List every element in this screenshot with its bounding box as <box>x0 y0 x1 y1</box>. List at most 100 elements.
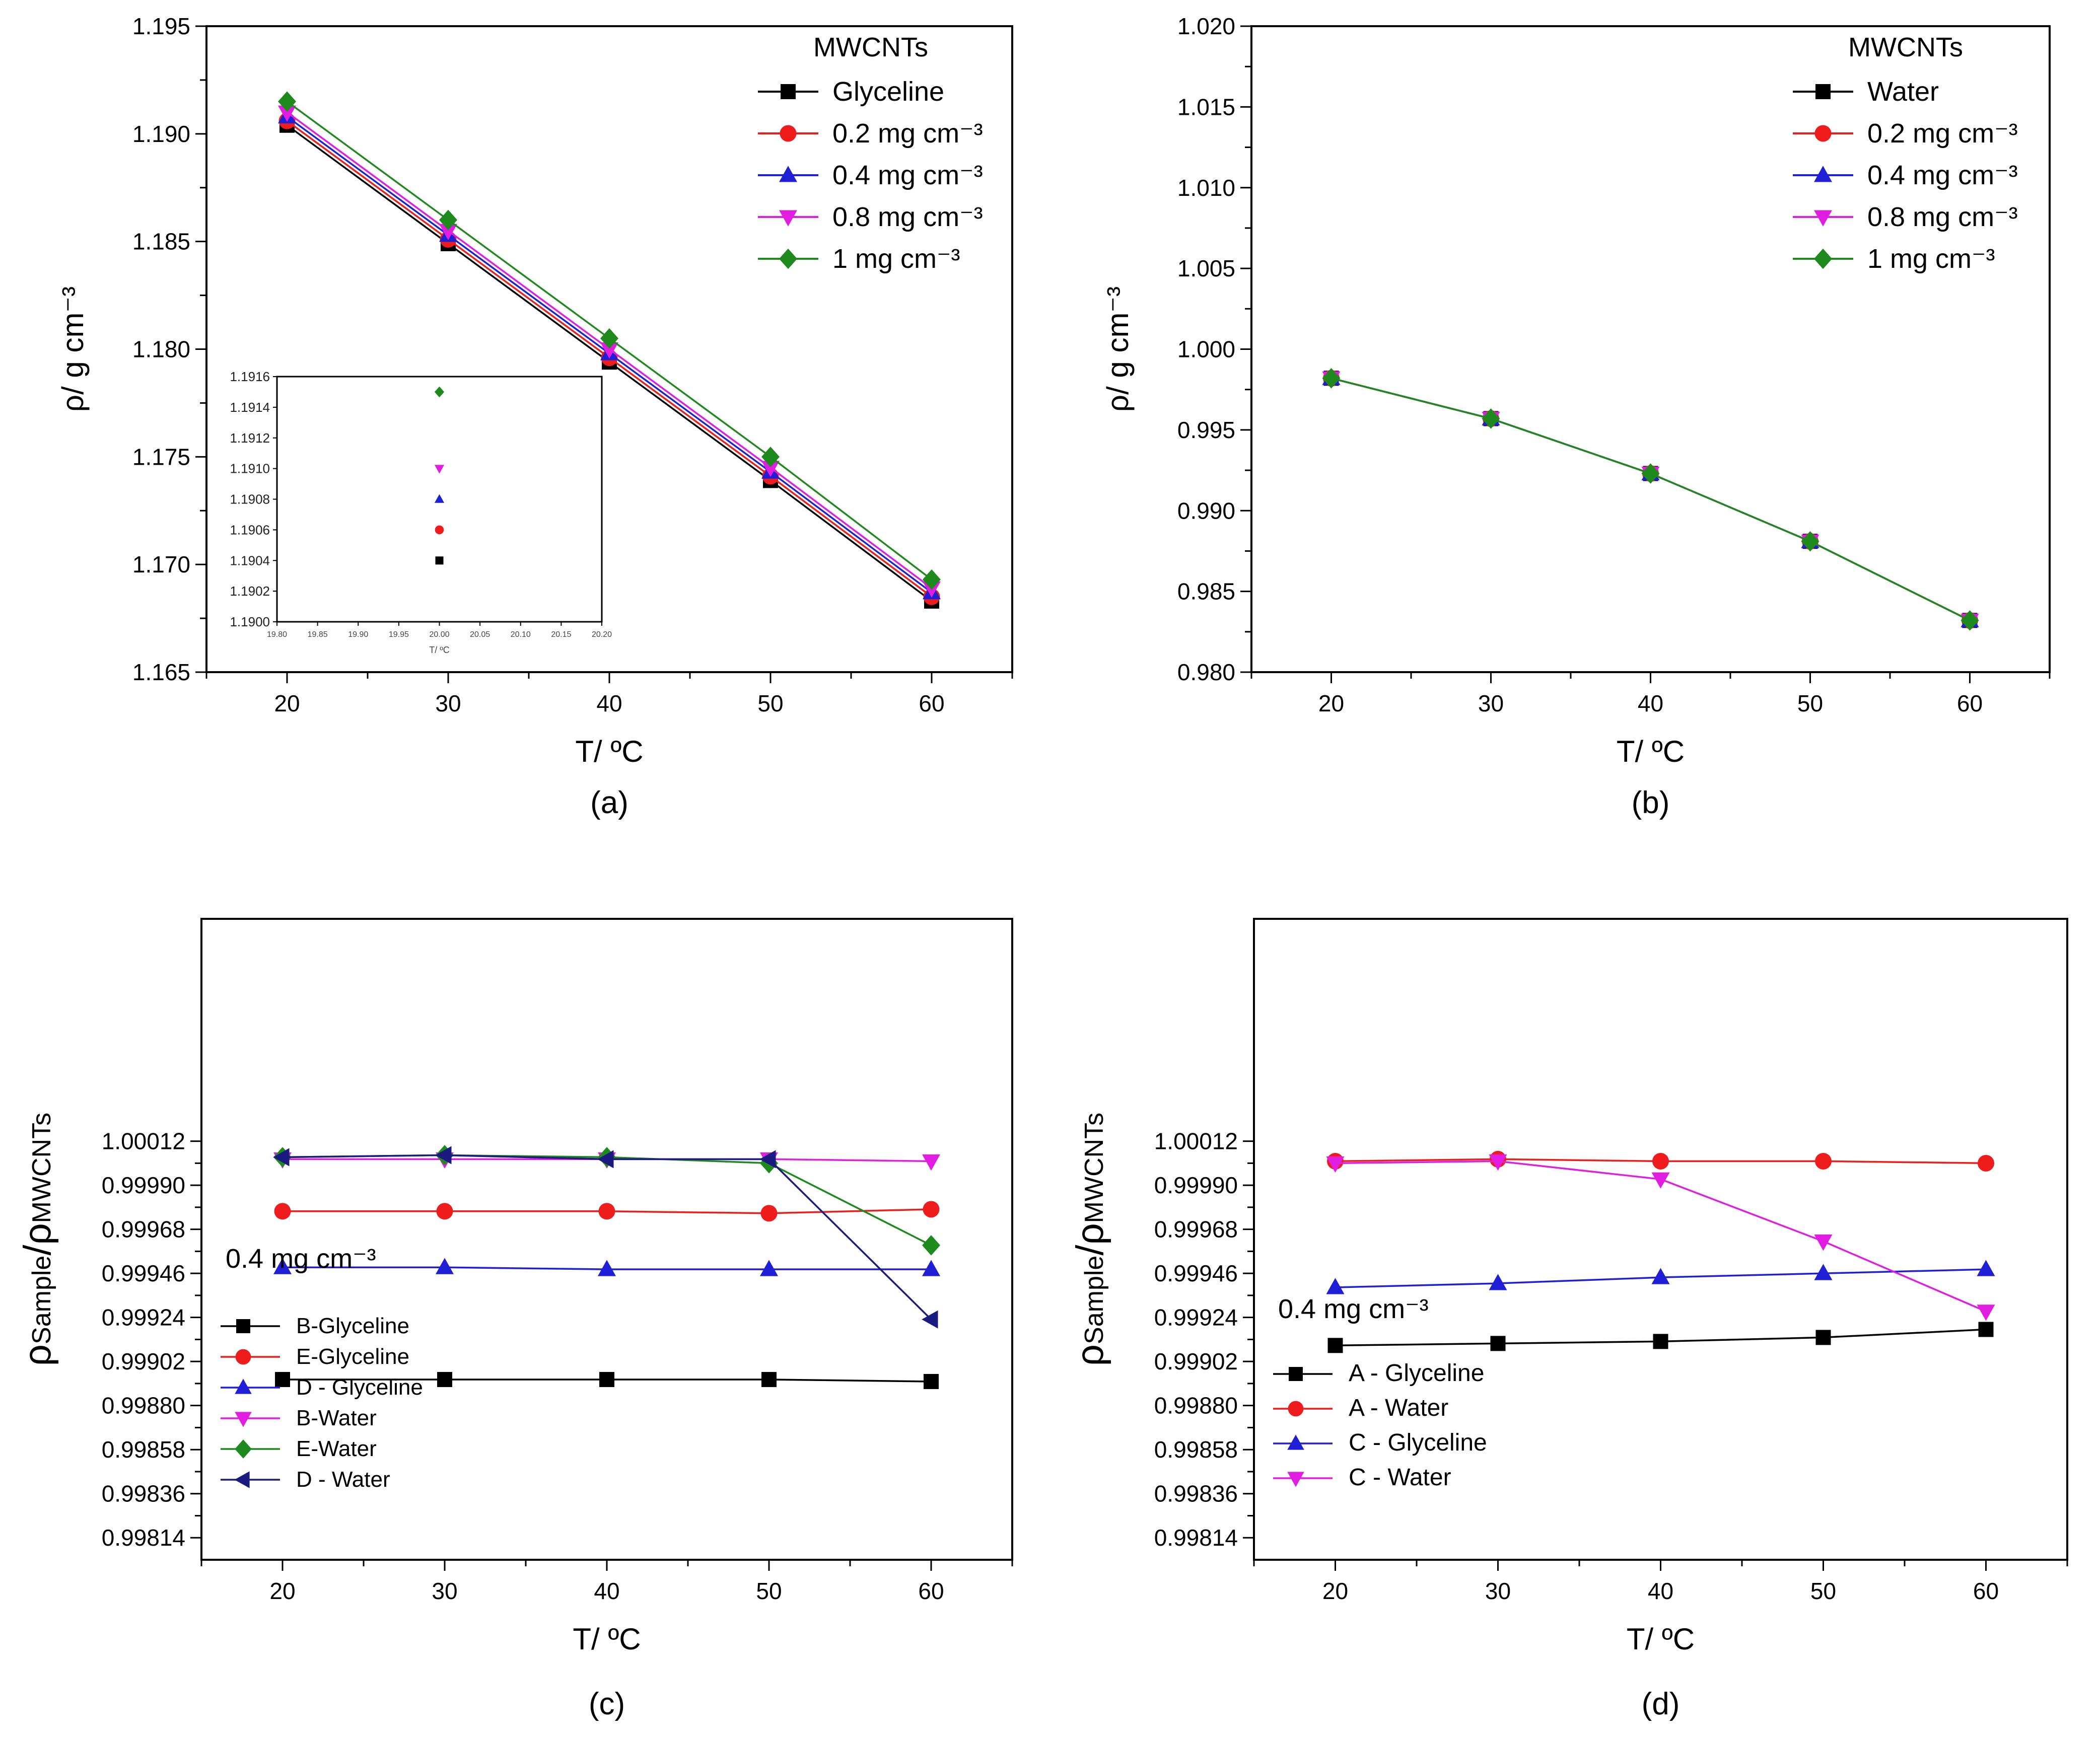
data-point <box>1322 368 1341 389</box>
y-tick-label: 0.99990 <box>102 1172 185 1198</box>
inset-y-tick-label: 1.1900 <box>230 614 270 629</box>
data-point <box>597 1150 614 1169</box>
x-axis-label: T/ ºC <box>1627 1622 1695 1656</box>
legend-swatch-marker <box>1815 84 1831 99</box>
panel-d: 20 30 40 50 60 0.99814 0.99836 0.99858 0.99880 0.… <box>1069 918 2068 1721</box>
data-point <box>759 1150 776 1169</box>
y-tick-label: 0.995 <box>1177 417 1235 443</box>
data-point <box>1651 1268 1670 1284</box>
y-axis-label: ρSample/ρMWCNTs <box>16 1113 59 1366</box>
legend-entry-label: E-Glyceline <box>296 1344 409 1369</box>
y-tick-label: 1.010 <box>1177 175 1235 201</box>
legend-entry-label: D - Water <box>296 1467 390 1492</box>
y-tick-label: 0.99902 <box>102 1348 185 1374</box>
series-e-glyceline <box>274 1201 940 1222</box>
data-point <box>761 447 780 467</box>
data-point <box>1977 1305 1995 1321</box>
legend-swatch-marker <box>781 84 796 99</box>
series-1-mg-cm- <box>278 91 941 590</box>
inset-x-tick-label: 19.80 <box>267 630 287 639</box>
series-0-8-mg-cm- <box>278 105 941 598</box>
data-point <box>599 1371 614 1387</box>
x-tick-label: 60 <box>918 1578 944 1604</box>
x-tick-label: 20 <box>269 1578 295 1604</box>
panel-c: 20 30 40 50 60 0.99814 0.99836 0.99858 0.99880 0.… <box>16 918 1013 1721</box>
legend-swatch-marker <box>1814 125 1832 142</box>
series-d-glyceline <box>273 1258 940 1276</box>
y-tick-label: 0.985 <box>1177 578 1235 605</box>
data-point <box>922 1235 940 1256</box>
data-point <box>278 105 296 122</box>
legend-entry-label: 0.4 mg cm⁻³ <box>832 160 983 190</box>
data-point <box>1801 531 1819 552</box>
y-axis-label: ρSample/ρMWCNTs <box>1069 1113 1111 1366</box>
panel-label: (a) <box>590 785 628 820</box>
y-tick-label: 1.190 <box>132 121 190 147</box>
inset-y-tick-label: 1.1908 <box>230 492 270 507</box>
data-point <box>436 1258 454 1274</box>
panel-label: (c) <box>589 1687 625 1721</box>
inset-x-tick-label: 19.95 <box>389 630 409 639</box>
x-tick-label: 40 <box>1648 1578 1673 1604</box>
inset-data-point <box>435 556 444 565</box>
y-tick-label: 1.170 <box>132 551 190 577</box>
series-line <box>1331 377 1971 621</box>
series-line <box>1331 377 1971 621</box>
data-point <box>1489 1274 1507 1290</box>
legend-swatch-marker <box>236 1319 250 1333</box>
legend-title: 0.4 mg cm⁻³ <box>226 1244 376 1274</box>
inset-x-tick-label: 20.00 <box>429 630 449 639</box>
inset-x-tick-label: 19.90 <box>348 630 368 639</box>
inset-y-tick-label: 1.1902 <box>230 584 270 599</box>
inset-data-point <box>434 386 445 398</box>
data-point <box>1653 1334 1668 1349</box>
x-axis-label: T/ ºC <box>573 1622 641 1656</box>
legend-entry-label: Glyceline <box>832 77 944 107</box>
y-tick-label: 0.99814 <box>1154 1525 1238 1551</box>
legend-swatch-marker <box>780 125 797 142</box>
legend-swatch-marker <box>1289 1367 1303 1381</box>
inset-y-tick-label: 1.1910 <box>230 461 270 476</box>
y-axis-label-part: ρ <box>16 1344 59 1366</box>
data-point <box>760 1260 778 1276</box>
legend-swatch-marker <box>234 1471 250 1488</box>
inset-y-tick-label: 1.1906 <box>230 522 270 537</box>
data-point <box>1327 1338 1343 1353</box>
legend-swatch-marker <box>235 1439 252 1459</box>
legend: MWCNTs Water 0.2 mg cm⁻³ 0.4 mg cm⁻³ 0.8 mg … <box>1793 32 2018 274</box>
x-tick-label: 40 <box>594 1578 619 1604</box>
data-point <box>273 1258 292 1274</box>
data-point <box>1814 1234 1833 1251</box>
x-tick-label: 40 <box>1638 690 1663 716</box>
data-point <box>598 1260 616 1276</box>
data-point <box>275 1371 290 1387</box>
series-line <box>1331 377 1971 621</box>
legend-swatch-marker <box>1814 166 1832 182</box>
y-tick-label: 1.185 <box>132 229 190 255</box>
x-axis-label: T/ ºC <box>1617 735 1685 768</box>
series-water <box>1323 371 1978 628</box>
inset-x-axis-label: T/ ºC <box>429 645 450 655</box>
legend-entry-label: B-Water <box>296 1406 377 1430</box>
data-point <box>1326 1156 1345 1173</box>
y-tick-label: 0.99858 <box>1154 1436 1238 1463</box>
y-tick-label: 0.990 <box>1177 497 1235 524</box>
legend-swatch-marker <box>779 166 797 182</box>
legend-swatch-marker <box>1814 210 1832 227</box>
data-point <box>761 461 780 477</box>
y-tick-label: 1.00012 <box>102 1128 185 1154</box>
y-tick-label: 0.99924 <box>1154 1305 1238 1331</box>
legend: MWCNTs Glyceline 0.2 mg cm⁻³ 0.4 mg cm⁻³ 0.8… <box>758 32 983 274</box>
legend-entry-label: 0.8 mg cm⁻³ <box>832 202 983 232</box>
x-tick-label: 20 <box>1318 690 1344 716</box>
legend-swatch-marker <box>1287 1472 1304 1487</box>
legend-entry-label: 1 mg cm⁻³ <box>1867 244 1995 274</box>
legend-swatch-marker <box>235 1412 252 1427</box>
y-tick-label: 0.99968 <box>102 1216 185 1243</box>
data-point <box>760 1205 778 1222</box>
legend-swatch-marker <box>1814 248 1832 269</box>
y-tick-label: 0.99880 <box>102 1393 185 1419</box>
y-tick-label: 1.005 <box>1177 255 1235 281</box>
y-tick-label: 1.015 <box>1177 94 1235 120</box>
y-tick-label: 1.180 <box>132 336 190 363</box>
